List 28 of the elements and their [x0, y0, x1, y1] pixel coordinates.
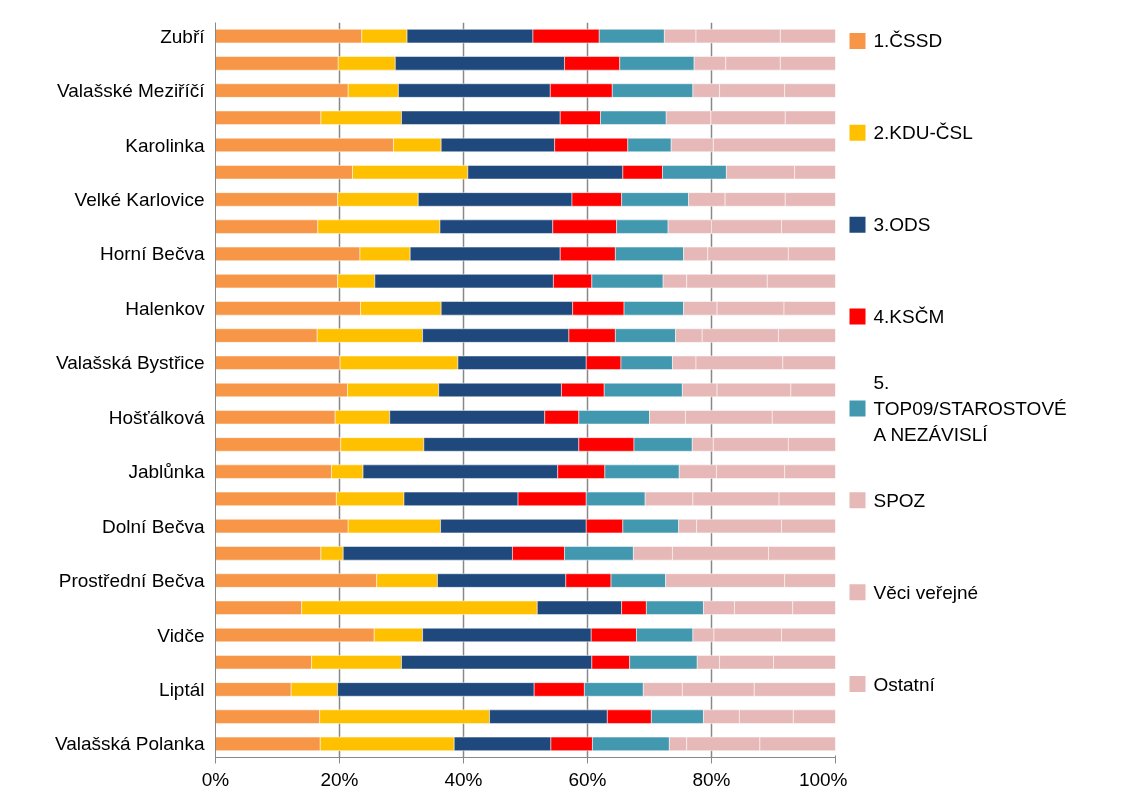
legend-label: 5. TOP09/STAROSTOVÉ A NEZÁVISLÍ	[873, 371, 1067, 446]
x-tick-label: 60%	[568, 768, 607, 790]
x-tick-label: 40%	[444, 768, 483, 790]
legend-label: 3.ODS	[873, 214, 931, 236]
x-tick-label: 0%	[201, 768, 230, 790]
y-tick-label: Hošťálková	[108, 406, 205, 428]
legend-label: SPOZ	[873, 489, 926, 511]
legend-label: Ostatní	[873, 673, 936, 695]
y-tick-label: Dolní Bečva	[102, 515, 205, 537]
y-tick-label: Karolinka	[125, 134, 205, 156]
y-tick-label: Zubří	[160, 25, 206, 47]
x-tick-label: 20%	[320, 768, 359, 790]
x-tick-label: 80%	[692, 768, 731, 790]
y-tick-label: Valašská Bystřice	[55, 352, 205, 374]
y-tick-label: Halenkov	[125, 297, 205, 319]
y-tick-label: Valašské Meziříčí	[57, 80, 206, 102]
y-tick-label: Velké Karlovice	[74, 188, 205, 210]
y-tick-label: Horní Bečva	[99, 243, 205, 265]
y-tick-label: Prostřední Bečva	[58, 570, 205, 592]
legend-label: 4.KSČM	[873, 306, 945, 327]
y-tick-label: Vidče	[157, 624, 205, 646]
legend-label: Věci veřejné	[873, 581, 979, 603]
y-tick-label: Valašská Polanka	[54, 733, 205, 755]
y-tick-label: Jablůnka	[128, 461, 205, 483]
legend-label: 2.KDU-ČSL	[873, 122, 973, 144]
x-tick-label: 100%	[798, 768, 848, 790]
legend-label: 1.ČSSD	[873, 30, 943, 52]
y-tick-label: Liptál	[159, 678, 205, 700]
